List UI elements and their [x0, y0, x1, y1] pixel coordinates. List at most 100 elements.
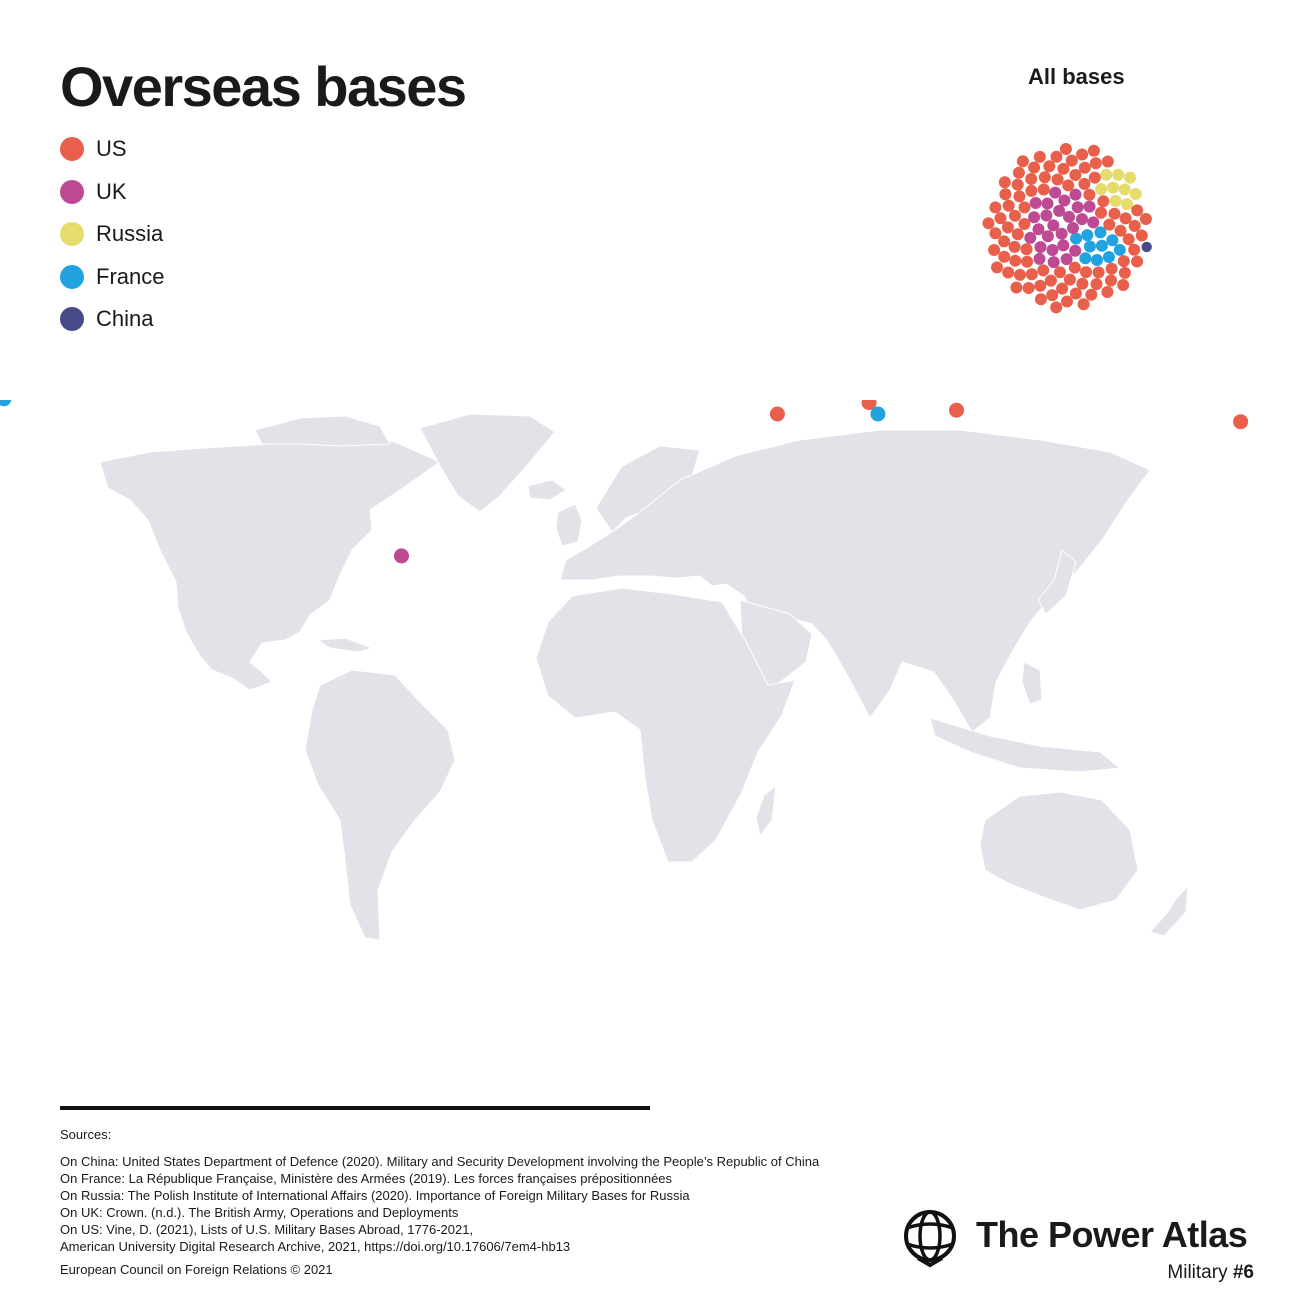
cluster-dot-us	[1088, 171, 1101, 184]
cluster-dot-us	[1038, 171, 1051, 184]
cluster-dot-us	[1057, 162, 1070, 175]
brand-series-label: Military	[1167, 1262, 1228, 1283]
all-bases-title: All bases	[1028, 64, 1125, 89]
cluster-dot-us	[1062, 179, 1075, 192]
cluster-dot-us	[1011, 178, 1024, 191]
cluster-dot-us	[989, 201, 1002, 214]
cluster-dot-us	[1002, 266, 1015, 279]
cluster-dot-russia	[1129, 188, 1142, 200]
cluster-dot-us	[1078, 177, 1091, 190]
brand-series-number: #6	[1232, 1262, 1254, 1283]
cluster-dot-us	[1059, 143, 1072, 155]
cluster-dot-uk	[1049, 186, 1062, 199]
cluster-dot-uk	[1034, 241, 1047, 254]
cluster-dot-us	[1069, 169, 1082, 181]
cluster-dot-us	[1090, 278, 1103, 291]
landmass-philippines	[1021, 661, 1043, 705]
cluster-dot-uk	[1083, 200, 1096, 213]
cluster-dot-us	[1010, 281, 1023, 294]
cluster-dot-us	[989, 227, 1002, 240]
cluster-dot-uk	[1041, 230, 1054, 243]
cluster-dot-us	[1114, 224, 1127, 237]
cluster-dot-us	[1051, 173, 1064, 186]
cluster-dot-uk	[1053, 204, 1066, 217]
landmass-greenland	[419, 413, 556, 513]
cluster-dot-france	[1083, 240, 1096, 253]
base-marker-us	[1233, 414, 1249, 430]
cluster-dot-france	[1095, 239, 1108, 252]
cluster-dot-us	[994, 212, 1007, 225]
cluster-dot-us	[1103, 218, 1116, 231]
cluster-dot-us	[1043, 160, 1056, 173]
legend-label: US	[96, 136, 127, 162]
source-line: On US: Vine, D. (2021), Lists of U.S. Mi…	[60, 1222, 474, 1237]
cluster-dot-us	[1013, 190, 1026, 203]
cluster-dot-uk	[1033, 252, 1046, 265]
cluster-dot-us	[1068, 261, 1081, 274]
cluster-dot-uk	[1047, 219, 1060, 232]
cluster-dot-russia	[1124, 171, 1137, 184]
cluster-dot-us	[1054, 266, 1066, 279]
cluster-dot-uk	[1041, 197, 1054, 210]
cluster-dot-russia	[1107, 181, 1119, 194]
cluster-dot-us	[1044, 274, 1057, 287]
base-marker-us	[861, 400, 877, 411]
cluster-dot-us	[1078, 161, 1091, 174]
landmass-africa	[535, 587, 796, 863]
legend-label: France	[96, 263, 165, 289]
cluster-dot-uk	[1058, 194, 1071, 207]
cluster-dot-uk	[1069, 188, 1082, 201]
landmass-north-america	[99, 439, 442, 691]
cluster-dot-china	[1141, 241, 1152, 253]
cluster-dot-us	[1009, 209, 1021, 222]
base-marker-us	[949, 402, 964, 418]
cluster-dot-us	[1076, 277, 1089, 290]
landmasses	[99, 413, 1189, 941]
cluster-dot-us	[1025, 184, 1038, 197]
cluster-dot-us	[982, 217, 995, 230]
brand: The Power Atlas Military #6	[902, 1206, 1262, 1286]
cluster-dot-us	[1131, 204, 1144, 217]
legend-swatch	[60, 264, 84, 289]
cluster-dot-france	[1081, 229, 1094, 242]
cluster-dot-russia	[1112, 168, 1125, 181]
cluster-dot-us	[1011, 228, 1024, 241]
cluster-dot-us	[1085, 288, 1098, 301]
landmass-iceland	[527, 479, 567, 501]
cluster-dot-us	[1033, 150, 1046, 163]
cluster-dot-us	[1069, 287, 1082, 300]
cluster-dot-us	[1105, 262, 1118, 275]
cluster-dot-us	[1034, 279, 1047, 292]
legend-label: China	[96, 306, 154, 332]
sources: Sources: On China: United States Departm…	[60, 1126, 819, 1255]
cluster-dot-russia	[1100, 168, 1113, 181]
cluster-dot-france	[1113, 243, 1126, 256]
cluster-dot-uk	[1069, 244, 1082, 257]
cluster-dot-us	[1061, 295, 1073, 308]
page-title: Overseas bases	[60, 55, 467, 118]
cluster-dot-us	[1101, 155, 1114, 168]
separator-line	[60, 1106, 650, 1110]
cluster-dot-us	[1087, 144, 1100, 157]
legend-swatch	[60, 222, 84, 247]
landmass-indonesia	[929, 717, 1122, 773]
source-line: On China: United States Department of De…	[60, 1154, 820, 1169]
cluster-dot-us	[1118, 266, 1131, 279]
landmass-caribbean	[316, 637, 374, 653]
cluster-dot-us	[1037, 264, 1050, 277]
cluster-dot-us	[1016, 155, 1029, 168]
cluster-dot-russia	[1095, 183, 1108, 196]
landmass-japan	[1037, 549, 1077, 615]
cluster-dot-uk	[1046, 244, 1059, 256]
cluster-dot-uk	[1028, 211, 1041, 224]
cluster-dot-us	[1139, 213, 1152, 225]
cluster-dot-us	[1077, 298, 1090, 311]
landmass-new-zealand	[1149, 884, 1189, 937]
cluster-dot-us	[1020, 243, 1033, 256]
cluster-dot-us	[1009, 254, 1022, 267]
landmass-madagascar	[755, 784, 777, 838]
cluster-dot-us	[999, 188, 1012, 201]
cluster-dot-us	[1105, 274, 1117, 287]
cluster-dot-us	[1050, 150, 1063, 163]
cluster-dot-us	[1122, 233, 1135, 246]
